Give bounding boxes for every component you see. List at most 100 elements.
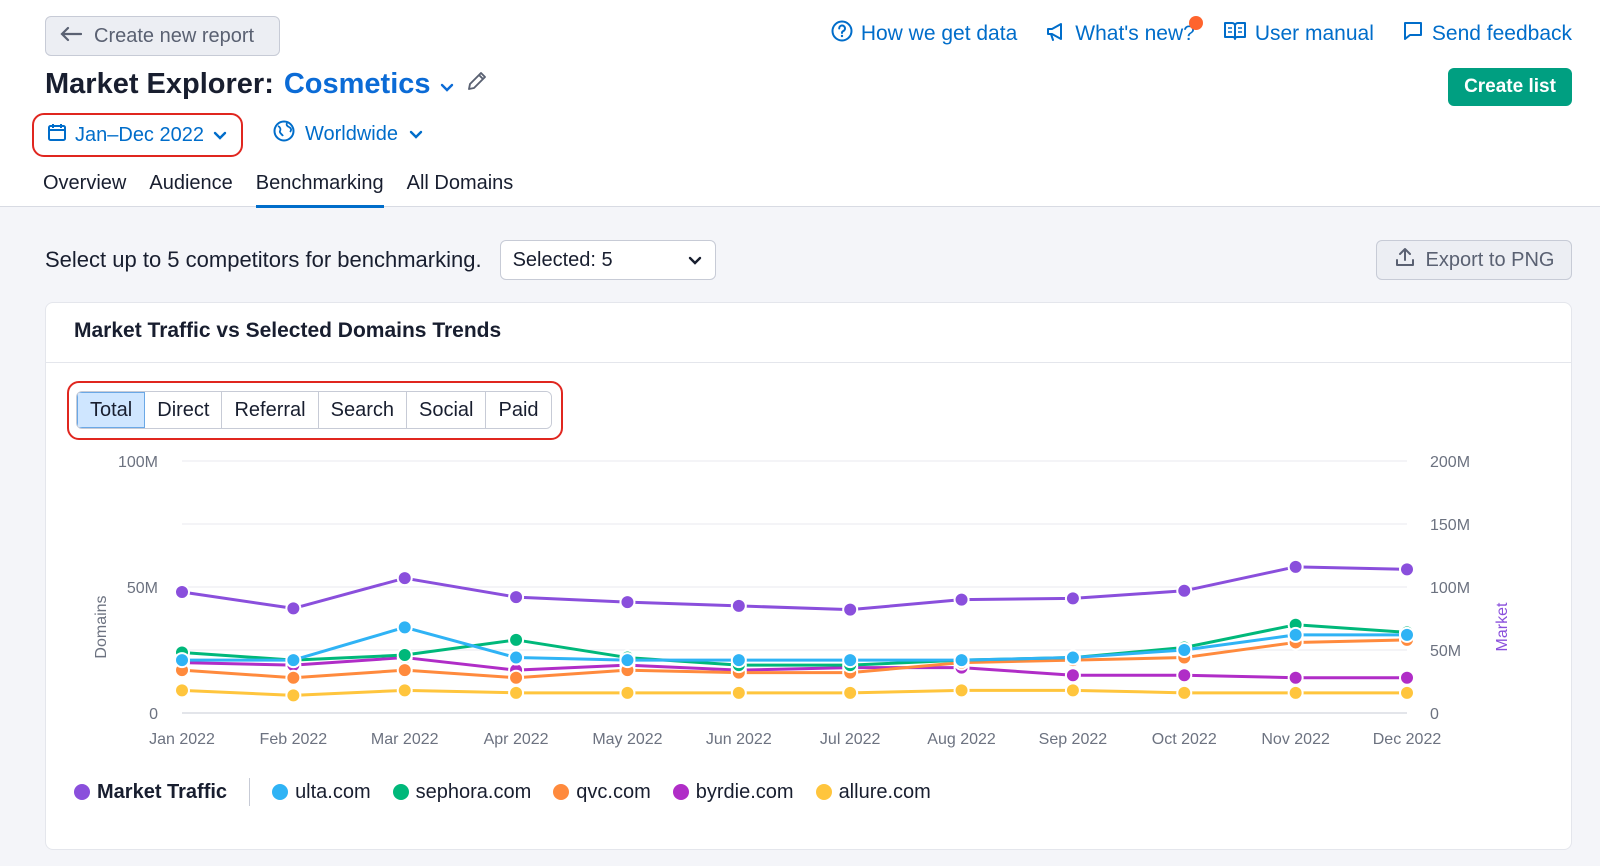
x-tick-label: Apr 2022 (484, 731, 549, 748)
x-tick-label: Oct 2022 (1152, 731, 1217, 748)
how-we-get-data-link[interactable]: How we get data (831, 20, 1017, 48)
y-right-tick-label: 50M (1430, 643, 1461, 660)
y-right-tick-label: 200M (1430, 454, 1470, 471)
create-new-report-button[interactable]: Create new report (45, 16, 280, 56)
data-point (1287, 626, 1304, 643)
series-line (181, 638, 1408, 680)
segment-total[interactable]: Total (77, 392, 146, 428)
data-point (953, 682, 970, 699)
data-point (730, 597, 747, 614)
send-feedback-link[interactable]: Send feedback (1402, 20, 1572, 48)
segment-social[interactable]: Social (407, 392, 487, 428)
data-point (174, 682, 190, 699)
date-range-label: Jan–Dec 2022 (75, 123, 204, 146)
user-manual-link[interactable]: User manual (1223, 20, 1374, 48)
tab-all-domains[interactable]: All Domains (406, 172, 514, 194)
data-point (285, 652, 302, 669)
x-tick-label: Mar 2022 (371, 731, 439, 748)
legend-label: byrdie.com (695, 780, 794, 803)
data-point (1064, 667, 1081, 684)
x-tick-label: Aug 2022 (927, 731, 996, 748)
y-right-tick-label: 100M (1430, 580, 1470, 597)
create-new-report-label: Create new report (94, 24, 255, 47)
x-tick-label: Sep 2022 (1039, 731, 1108, 748)
data-point (174, 584, 190, 601)
question-circle-icon (831, 20, 853, 48)
data-point (396, 662, 413, 679)
series-line (181, 565, 1408, 612)
legend-divider (249, 778, 251, 806)
legend-item[interactable]: sephora.com (392, 780, 532, 804)
series-line (181, 623, 1408, 667)
legend-item[interactable]: qvc.com (553, 780, 651, 804)
export-to-png-button[interactable]: Export to PNG (1376, 240, 1572, 280)
competitors-dropdown[interactable]: Selected: 5 (499, 240, 716, 280)
legend-dot (553, 784, 570, 800)
trends-card: Market Traffic vs Selected Domains Trend… (45, 302, 1572, 850)
tab-overview[interactable]: Overview (43, 172, 127, 194)
segment-direct[interactable]: Direct (145, 392, 223, 428)
legend-item[interactable]: ulta.com (272, 781, 371, 804)
date-range-selector[interactable]: Jan–Dec 2022 (32, 113, 243, 157)
legend-label: qvc.com (576, 780, 651, 803)
chevron-down-icon (212, 124, 228, 147)
data-point (619, 594, 636, 611)
data-point (396, 619, 413, 636)
data-point (1064, 649, 1081, 666)
data-point (953, 591, 970, 608)
segment-referral[interactable]: Referral (222, 392, 319, 428)
market-selector[interactable]: Cosmetics (284, 68, 455, 101)
competitors-dropdown-value: Selected: 5 (512, 248, 613, 271)
segment-paid[interactable]: Paid (486, 392, 551, 428)
data-point (1399, 561, 1415, 578)
tab-benchmarking[interactable]: Benchmarking (255, 172, 384, 208)
x-tick-label: Feb 2022 (260, 731, 328, 748)
trends-line-chart: 0 50M 100M 150M 200M 0 50M 100M Jan 2022 Feb 2022… (93, 454, 1511, 748)
y-left-tick-label: 100M (118, 454, 158, 471)
calendar-icon (47, 122, 67, 148)
data-point (1176, 684, 1193, 701)
data-point (619, 684, 636, 701)
y-right-tick-label: 0 (1430, 706, 1439, 723)
segment-search[interactable]: Search (318, 392, 407, 428)
legend-item[interactable]: Market Traffic (74, 781, 227, 804)
x-tick-label: Dec 2022 (1373, 731, 1442, 748)
traffic-type-switcher: Total Direct Referral Search Social Paid (76, 391, 552, 429)
data-point (508, 684, 525, 701)
y-right-axis-title: Market (1494, 602, 1511, 651)
arrow-left-icon (60, 25, 83, 48)
data-point (508, 669, 525, 686)
x-tick-label: Jul 2022 (820, 731, 881, 748)
data-point (1399, 684, 1415, 701)
create-list-button[interactable]: Create list (1448, 68, 1572, 106)
tab-audience[interactable]: Audience (149, 172, 233, 194)
feedback-icon (1402, 20, 1424, 48)
megaphone-icon (1045, 20, 1067, 48)
data-point (1287, 669, 1304, 686)
data-point (1064, 682, 1081, 699)
legend-item[interactable]: byrdie.com (672, 780, 794, 804)
data-point (953, 652, 970, 669)
book-icon (1223, 20, 1247, 48)
legend-label: sephora.com (415, 780, 532, 803)
y-left-tick-label: 50M (127, 580, 158, 597)
data-point (619, 652, 636, 669)
region-selector[interactable]: Worldwide (273, 120, 424, 148)
x-tick-label: Nov 2022 (1261, 731, 1330, 748)
data-point (1399, 669, 1415, 686)
data-point (285, 600, 302, 617)
legend-item[interactable]: allure.com (815, 781, 931, 804)
data-point (1176, 582, 1193, 599)
report-tabs: Overview Audience Benchmarking All Domai… (43, 172, 514, 208)
pencil-edit-icon[interactable] (465, 68, 489, 101)
chevron-down-icon (408, 123, 424, 146)
whats-new-link[interactable]: What's new? (1045, 16, 1203, 48)
legend-label: ulta.com (295, 780, 371, 803)
help-links: How we get data What's new? User manual … (831, 16, 1572, 48)
upload-icon (1394, 246, 1416, 274)
data-point (508, 631, 525, 648)
x-tick-label: Jun 2022 (706, 731, 772, 748)
region-label: Worldwide (305, 122, 398, 145)
card-title: Market Traffic vs Selected Domains Trend… (74, 319, 502, 342)
data-point (730, 684, 747, 701)
